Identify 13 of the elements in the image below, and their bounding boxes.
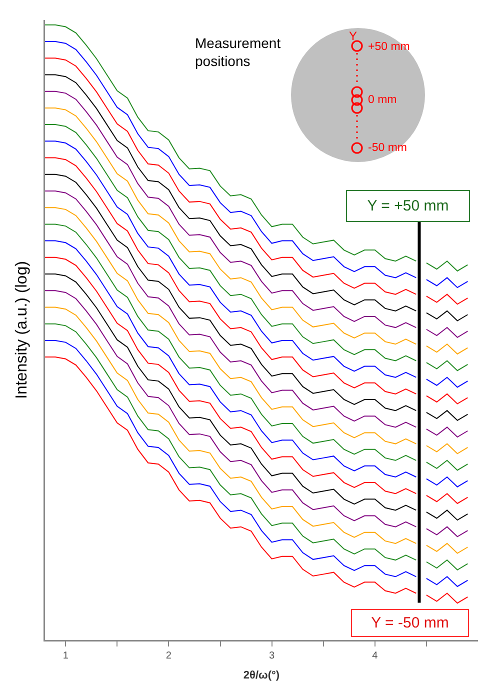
annotation: 0 mm — [368, 94, 397, 106]
annotation: Y = -50 mm — [371, 614, 449, 632]
annotation: -50 mm — [368, 142, 407, 154]
x-axis-title: 2θ/ω(°) — [243, 669, 280, 682]
annotation: Y = +50 mm — [367, 198, 449, 214]
x-tick-label: 3 — [269, 650, 276, 662]
y-axis-title: Intensity (a.u.) (log) — [14, 261, 31, 399]
annotation: +50 mm — [368, 41, 410, 53]
x-tick-label: 4 — [372, 650, 378, 662]
x-tick-label: 1 — [62, 650, 69, 662]
x-tick-label: 2 — [166, 650, 172, 662]
annotation: Measurement positions — [195, 35, 281, 70]
annotation: Y — [349, 29, 358, 43]
